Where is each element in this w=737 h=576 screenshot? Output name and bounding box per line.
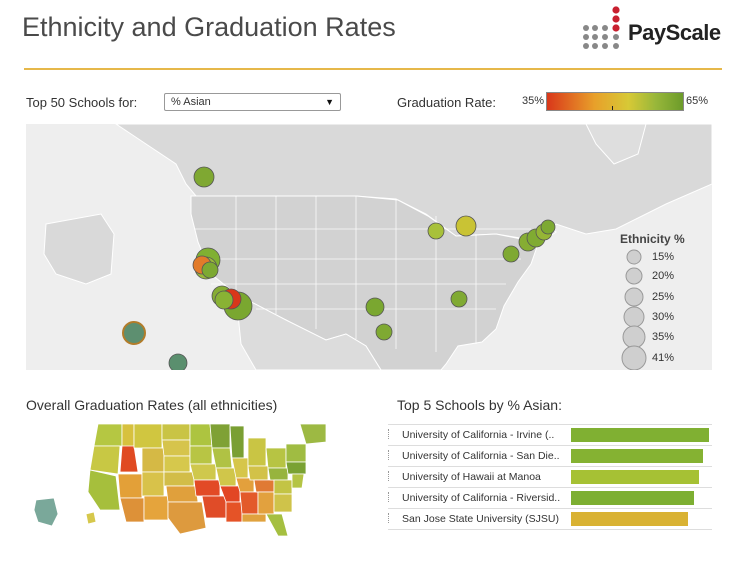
graduation-rate-min: 35% [522,95,545,107]
school-bubble [122,321,146,345]
payscale-logo-text: PayScale [628,20,721,45]
graduation-rate-scale-tick [612,106,613,110]
row-marker [388,471,391,481]
school-name: University of California - Irvine (.. [402,429,555,441]
school-bubble [455,215,477,237]
table-row[interactable]: San Jose State University (SJSU) [388,508,712,530]
school-bar[interactable] [571,470,699,484]
school-bubble [450,290,468,308]
overall-graduation-map[interactable] [30,418,330,538]
ethnicity-legend-item: 41% [652,352,675,364]
ethnicity-legend-item: 20% [652,270,675,282]
ethnicity-legend-item: 15% [652,251,675,263]
school-name: University of California - San Die.. [402,450,560,462]
school-bubble [214,290,234,310]
school-bubble [540,219,556,235]
ethnicity-legend-item: 35% [652,331,675,343]
school-name: San Jose State University (SJSU) [402,513,559,525]
school-bubbles[interactable] [122,166,556,373]
top-schools-label: Top 5 Schools by % Asian: [397,397,562,413]
table-row[interactable]: University of California - San Die.. [388,445,712,466]
graduation-rate-label: Graduation Rate: [397,95,497,110]
graduation-rate-max: 65% [686,95,709,107]
ethnicity-dropdown[interactable]: % Asian ▼ [164,93,341,111]
school-bubble [365,297,385,317]
ethnicity-legend-title: Ethnicity % [620,232,685,246]
row-marker [388,429,391,439]
school-bubble [427,222,445,240]
school-bubble [201,261,219,279]
filter-label: Top 50 Schools for: [26,95,138,110]
payscale-logo-icon [583,6,620,49]
table-row[interactable]: University of Hawaii at Manoa [388,466,712,487]
header-divider [24,68,722,70]
ethnicity-dropdown-value: % Asian [171,96,211,108]
ethnicity-legend-item: 25% [652,291,675,303]
school-map-canvas[interactable] [26,123,713,373]
table-row[interactable]: University of California - Riversid.. [388,487,712,508]
school-name: University of Hawaii at Manoa [402,471,541,483]
graduation-rate-color-scale [546,92,684,111]
school-bar[interactable] [571,491,694,505]
row-marker [388,513,391,523]
school-bar[interactable] [571,512,688,526]
row-marker [388,450,391,460]
chevron-down-icon: ▼ [325,97,334,107]
school-bubble [375,323,393,341]
ethnicity-legend-item: 30% [652,311,675,323]
overall-graduation-label: Overall Graduation Rates (all ethnicitie… [26,397,278,413]
top-schools-table: University of California - Irvine (.. Un… [388,424,712,530]
school-name: University of California - Riversid.. [402,492,561,504]
school-bubble [168,353,188,373]
school-bubble [502,245,520,263]
school-bubble [193,166,215,188]
school-bar[interactable] [571,449,703,463]
table-row[interactable]: University of California - Irvine (.. [388,424,712,445]
row-marker [388,492,391,502]
school-map[interactable] [26,123,713,373]
page-title: Ethnicity and Graduation Rates [22,12,396,42]
school-bar[interactable] [571,428,709,442]
